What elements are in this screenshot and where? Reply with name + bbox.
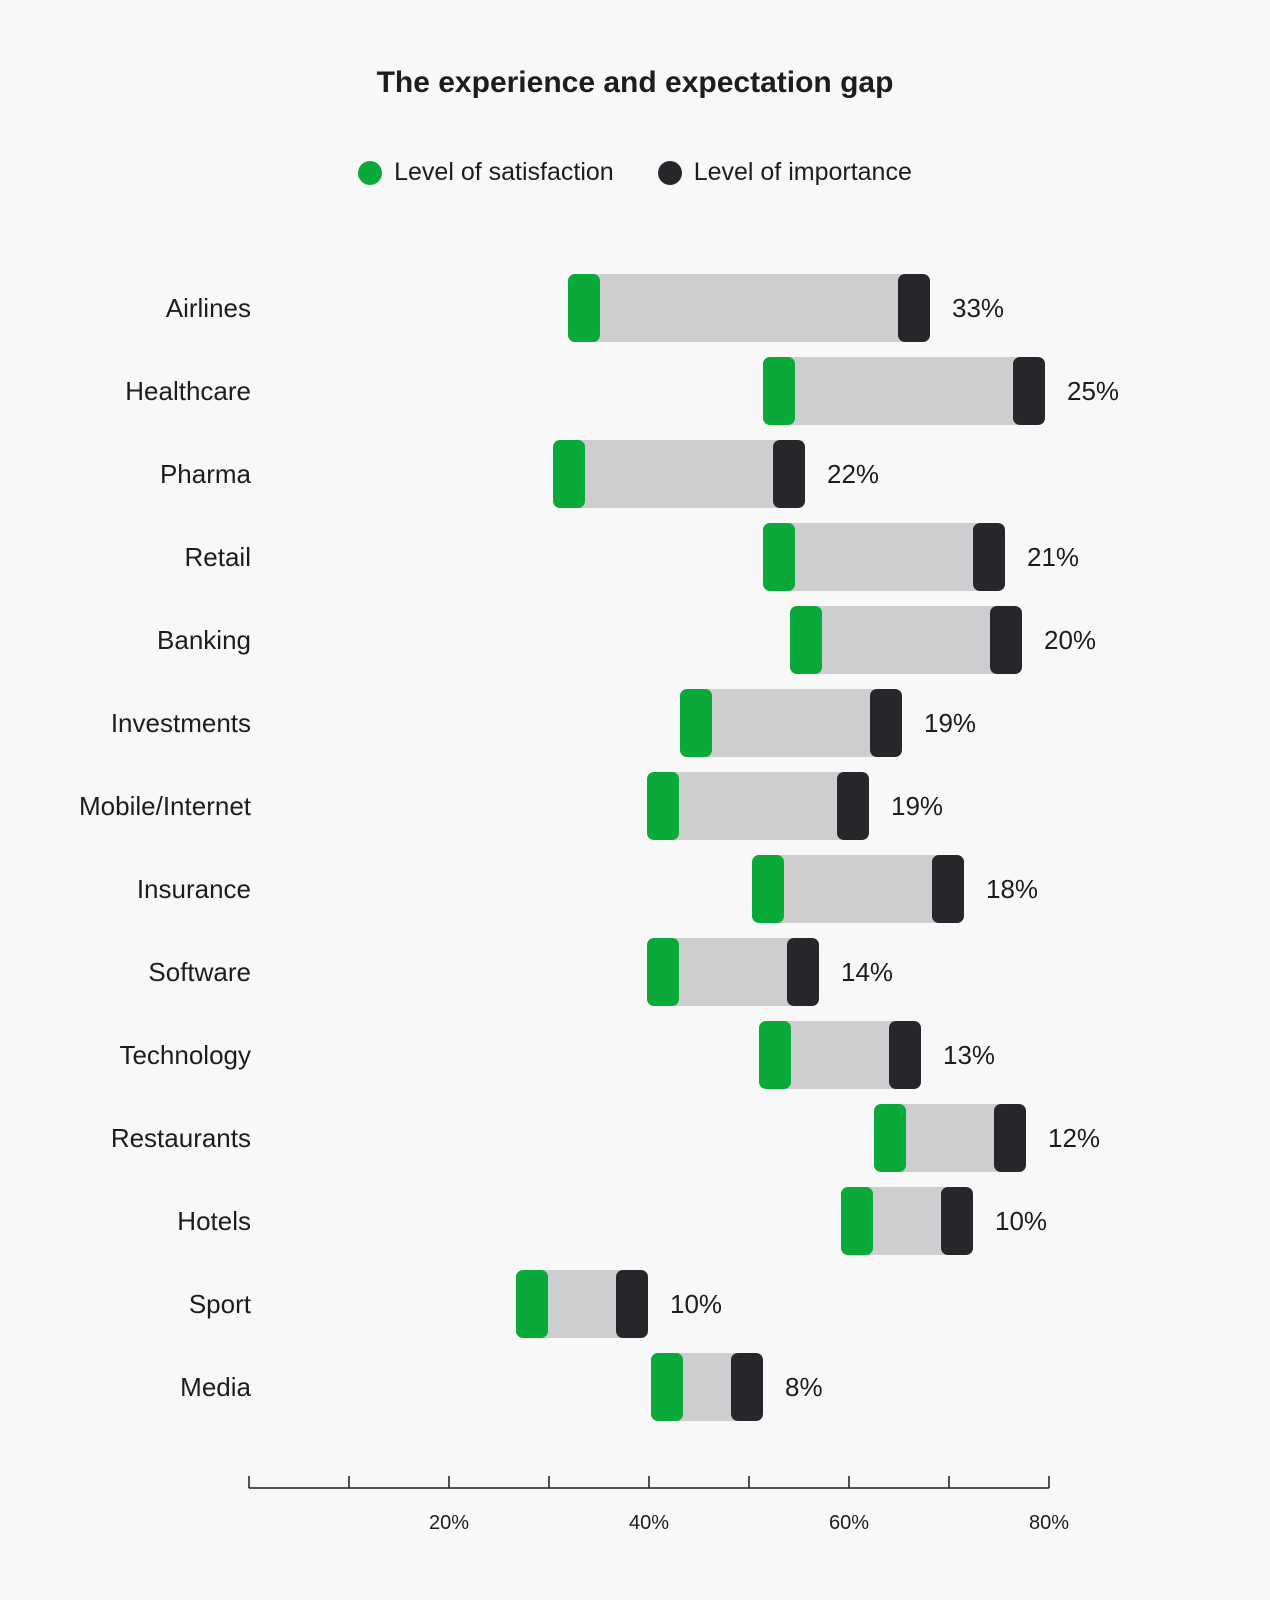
importance-marker-software [787,938,819,1006]
gap-range-hotels [857,1187,957,1255]
category-label-airlines: Airlines [166,293,251,323]
x-tick-label-80: 80% [1029,1512,1069,1534]
satisfaction-marker-restaurants [874,1104,906,1172]
legend-item-satisfaction: Level of satisfaction [358,158,614,187]
x-tick-label-60: 60% [829,1512,869,1534]
importance-marker-healthcare [1013,357,1045,425]
legend-swatch-importance [657,160,682,185]
category-label-media: Media [180,1372,251,1402]
category-label-technology: Technology [119,1040,251,1070]
importance-marker-hotels [941,1187,973,1255]
importance-marker-investments [870,689,902,757]
gap-label-retail: 21% [1027,542,1079,572]
gap-range-banking [806,606,1006,674]
importance-marker-mobile-internet [837,772,869,840]
importance-marker-pharma [773,440,805,508]
gap-label-technology: 13% [943,1040,995,1070]
gap-range-sport [532,1270,632,1338]
x-tick-label-20: 20% [429,1512,469,1534]
importance-marker-media [731,1353,763,1421]
importance-marker-airlines [898,274,930,342]
legend-label-satisfaction: Level of satisfaction [394,158,614,186]
gap-range-retail [779,523,989,591]
satisfaction-marker-sport [516,1270,548,1338]
gap-label-software: 14% [841,957,893,987]
category-label-pharma: Pharma [160,459,252,489]
satisfaction-marker-mobile-internet [647,772,679,840]
gap-label-healthcare: 25% [1067,376,1119,406]
gap-range-technology [775,1021,905,1089]
gap-label-hotels: 10% [995,1206,1047,1236]
category-label-sport: Sport [189,1289,252,1319]
gap-range-software [663,938,803,1006]
category-label-retail: Retail [185,542,251,572]
gap-label-sport: 10% [670,1289,722,1319]
category-label-software: Software [148,957,251,987]
legend-item-importance: Level of importance [657,158,912,187]
satisfaction-marker-technology [759,1021,791,1089]
category-label-banking: Banking [157,625,251,655]
importance-marker-retail [973,523,1005,591]
satisfaction-marker-investments [680,689,712,757]
importance-marker-restaurants [994,1104,1026,1172]
satisfaction-marker-banking [790,606,822,674]
category-label-insurance: Insurance [137,874,251,904]
category-label-hotels: Hotels [177,1206,251,1236]
importance-marker-insurance [932,855,964,923]
legend-swatch-satisfaction [358,160,383,185]
satisfaction-marker-healthcare [763,357,795,425]
x-tick-label-40: 40% [629,1512,669,1534]
gap-range-airlines [584,274,914,342]
category-label-investments: Investments [111,708,251,738]
gap-range-restaurants [890,1104,1010,1172]
gap-range-pharma [569,440,789,508]
category-label-mobile-internet: Mobile/Internet [79,791,252,821]
gap-label-pharma: 22% [827,459,879,489]
chart-title: The experience and expectation gap [376,66,894,99]
gap-range-healthcare [779,357,1029,425]
category-label-healthcare: Healthcare [125,376,251,406]
gap-range-mobile-internet [663,772,853,840]
gap-label-insurance: 18% [986,874,1038,904]
satisfaction-marker-retail [763,523,795,591]
legend-label-importance: Level of importance [693,158,912,186]
legend: Level of satisfaction Level of importanc… [0,158,1270,187]
gap-label-airlines: 33% [952,293,1004,323]
gap-range-investments [696,689,886,757]
gap-label-investments: 19% [924,708,976,738]
satisfaction-marker-insurance [752,855,784,923]
satisfaction-marker-media [651,1353,683,1421]
satisfaction-marker-pharma [553,440,585,508]
satisfaction-marker-software [647,938,679,1006]
satisfaction-marker-hotels [841,1187,873,1255]
gap-range-insurance [768,855,948,923]
gap-label-restaurants: 12% [1048,1123,1100,1153]
importance-marker-banking [990,606,1022,674]
gap-label-media: 8% [785,1372,823,1402]
gap-label-mobile-internet: 19% [891,791,943,821]
gap-label-banking: 20% [1044,625,1096,655]
importance-marker-technology [889,1021,921,1089]
category-label-restaurants: Restaurants [111,1123,251,1153]
importance-marker-sport [616,1270,648,1338]
satisfaction-marker-airlines [568,274,600,342]
